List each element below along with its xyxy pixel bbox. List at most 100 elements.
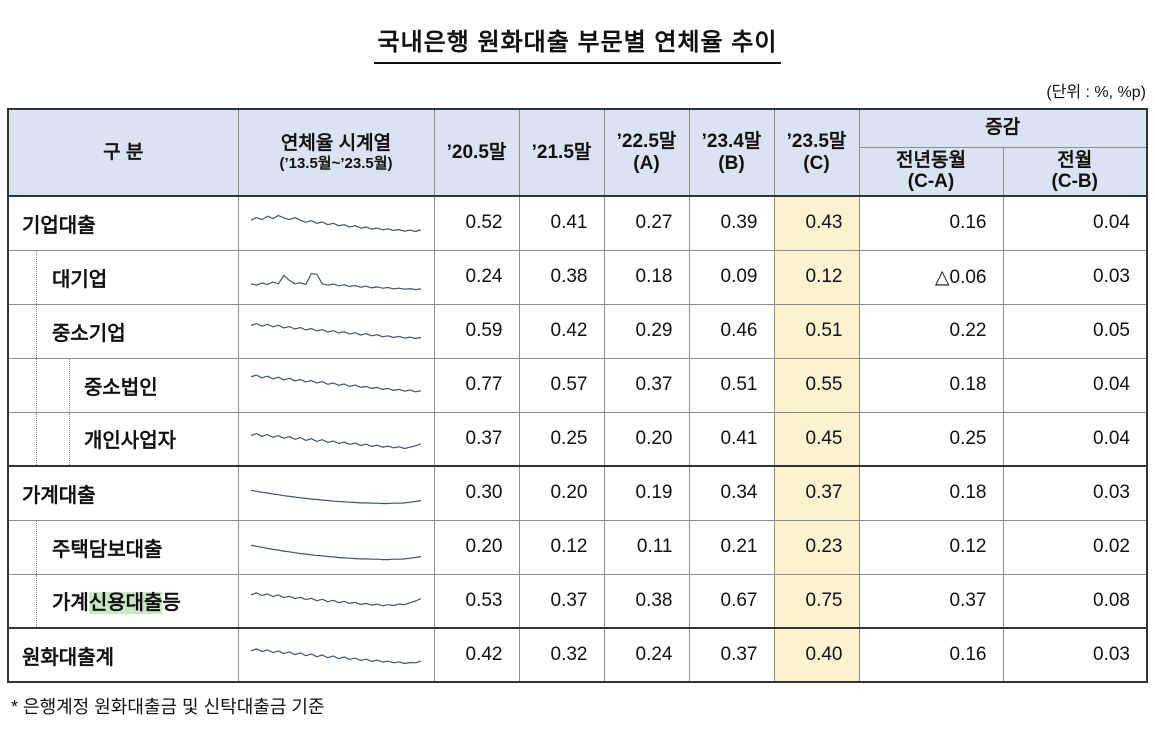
- sparkline-cell: [237, 627, 435, 683]
- value-cell: 0.53: [433, 573, 520, 629]
- value-cell: 0.29: [603, 303, 690, 359]
- highlighted-text: 신용대출: [88, 592, 163, 615]
- indent-guide: [36, 520, 37, 574]
- value-cell: 0.20: [433, 519, 520, 575]
- col-header-p1: ’20.5말: [433, 108, 520, 197]
- col-header-change: 증감: [858, 108, 1148, 148]
- table-row: 주택담보대출 0.20 0.12 0.11 0.21 0.23 0.12 0.02: [7, 519, 1148, 575]
- value-cell: 0.18: [858, 357, 1004, 413]
- value-cell: 0.03: [1002, 249, 1148, 305]
- value-cell: 0.05: [1002, 303, 1148, 359]
- value-cell: 0.40: [773, 627, 860, 683]
- value-cell: 0.04: [1002, 357, 1148, 413]
- value-cell: 0.16: [858, 195, 1004, 251]
- sparkline-cell: [237, 573, 435, 629]
- sparkline-chart: [250, 323, 422, 340]
- value-cell: 0.23: [773, 519, 860, 575]
- value-cell: 0.25: [518, 411, 605, 467]
- table-row: 가계대출 0.30 0.20 0.19 0.34 0.37 0.18 0.03: [7, 465, 1148, 521]
- col-header-p5-line1: ’23.5말: [786, 130, 847, 152]
- title-wrap: 국내은행 원화대출 부문별 연체율 추이: [7, 22, 1148, 64]
- value-cell: 0.37: [433, 411, 520, 467]
- indent-guide: [36, 574, 37, 628]
- value-cell: 0.52: [433, 195, 520, 251]
- row-label: 가계신용대출등: [7, 573, 239, 629]
- value-cell: 0.08: [1002, 573, 1148, 629]
- value-cell: 0.20: [518, 465, 605, 521]
- table-row: 중소법인 0.77 0.57 0.37 0.51 0.55 0.18 0.04: [7, 357, 1148, 413]
- row-label: 원화대출계: [7, 627, 239, 683]
- sparkline-chart: [250, 215, 422, 233]
- value-cell: 0.42: [518, 303, 605, 359]
- value-cell: 0.25: [858, 411, 1004, 467]
- col-header-series: 연체율 시계열 (’13.5월~’23.5월): [237, 108, 435, 197]
- value-cell: 0.57: [518, 357, 605, 413]
- value-cell: 0.11: [603, 519, 690, 575]
- value-cell: 0.30: [433, 465, 520, 521]
- col-header-series-title: 연체율 시계열: [280, 133, 392, 155]
- sparkline-cell: [237, 519, 435, 575]
- col-header-p3-line2: (A): [633, 152, 660, 174]
- row-label: 중소법인: [7, 357, 239, 413]
- value-cell: 0.12: [858, 519, 1004, 575]
- value-cell: 0.46: [688, 303, 775, 359]
- unit-note: (단위 : %, %p): [1046, 84, 1146, 101]
- delinquency-table: 구 분 연체율 시계열 (’13.5월~’23.5월) ’20.5말 ’21.5…: [7, 108, 1148, 684]
- col-header-p3-line1: ’22.5말: [616, 130, 677, 152]
- value-cell: 0.16: [858, 627, 1004, 683]
- row-label: 중소기업: [7, 303, 239, 359]
- indent-guide: [36, 304, 37, 358]
- value-cell: 0.75: [773, 573, 860, 629]
- sparkline-cell: [237, 303, 435, 359]
- value-cell: 0.42: [433, 627, 520, 683]
- page-title: 국내은행 원화대출 부문별 연체율 추이: [373, 22, 782, 64]
- value-cell: 0.32: [518, 627, 605, 683]
- col-header-category: 구 분: [7, 108, 239, 197]
- col-header-p2: ’21.5말: [518, 108, 605, 197]
- table-row: 중소기업 0.59 0.42 0.29 0.46 0.51 0.22 0.05: [7, 303, 1148, 359]
- row-label: 대기업: [7, 249, 239, 305]
- indent-guide: [69, 412, 70, 466]
- sparkline-cell: [237, 357, 435, 413]
- value-cell: 0.21: [688, 519, 775, 575]
- col-header-mom-line1: 전월: [1057, 149, 1093, 171]
- value-cell: 0.27: [603, 195, 690, 251]
- table-row: 원화대출계 0.42 0.32 0.24 0.37 0.40 0.16 0.03: [7, 627, 1148, 683]
- value-cell: 0.34: [688, 465, 775, 521]
- sparkline-chart: [250, 273, 422, 291]
- value-cell: 0.43: [773, 195, 860, 251]
- col-header-p5-line2: (C): [803, 152, 830, 174]
- col-header-yoy-line2: (C-A): [907, 171, 955, 193]
- table-row: 대기업 0.24 0.38 0.18 0.09 0.12 △0.06 0.03: [7, 249, 1148, 305]
- col-header-yoy: 전년동월 (C-A): [858, 146, 1004, 198]
- sparkline-chart: [250, 544, 422, 561]
- sparkline-cell: [237, 411, 435, 467]
- value-cell: 0.59: [433, 303, 520, 359]
- col-header-mom-line2: (C-B): [1051, 171, 1098, 193]
- sparkline-chart: [250, 432, 422, 450]
- table-row: 개인사업자 0.37 0.25 0.20 0.41 0.45 0.25 0.04: [7, 411, 1148, 467]
- table-row: 가계신용대출등 0.53 0.37 0.38 0.67 0.75 0.37 0.08: [7, 573, 1148, 629]
- value-cell: 0.03: [1002, 465, 1148, 521]
- value-cell: 0.18: [603, 249, 690, 305]
- value-cell: 0.24: [433, 249, 520, 305]
- value-cell: 0.12: [773, 249, 860, 305]
- value-cell: 0.37: [518, 573, 605, 629]
- value-cell: 0.18: [858, 465, 1004, 521]
- value-cell: 0.38: [603, 573, 690, 629]
- row-label: 가계대출: [7, 465, 239, 521]
- value-cell: △0.06: [858, 249, 1004, 305]
- indent-guide: [69, 358, 70, 412]
- sparkline-chart: [250, 490, 422, 505]
- value-cell: 0.04: [1002, 411, 1148, 467]
- value-cell: 0.12: [518, 519, 605, 575]
- col-header-p3: ’22.5말 (A): [603, 108, 690, 197]
- row-label: 기업대출: [7, 195, 239, 251]
- sparkline-cell: [237, 195, 435, 251]
- value-cell: 0.67: [688, 573, 775, 629]
- sparkline-cell: [237, 465, 435, 521]
- sparkline-chart: [250, 648, 422, 665]
- value-cell: 0.55: [773, 357, 860, 413]
- value-cell: 0.41: [518, 195, 605, 251]
- col-header-series-range: (’13.5월~’23.5월): [279, 154, 393, 172]
